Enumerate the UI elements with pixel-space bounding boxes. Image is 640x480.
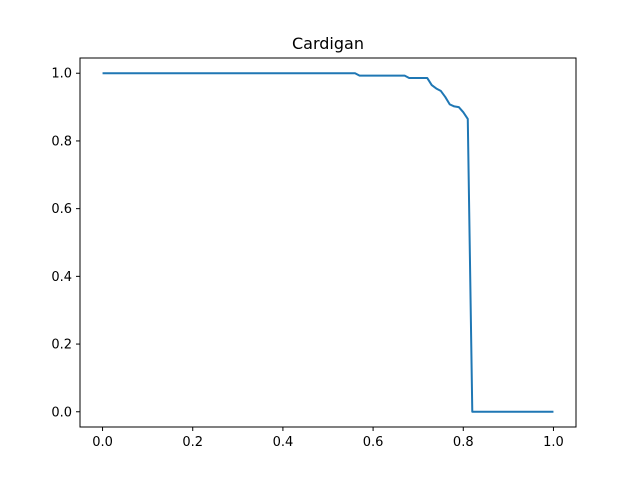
axes-frame — [79, 57, 577, 428]
y-tick-label: 0.2 — [51, 338, 72, 353]
series-line-0 — [102, 72, 554, 413]
y-axis: 0.0 0.2 0.4 0.6 0.8 1.0 — [51, 67, 80, 420]
y-tick-label: 0.0 — [51, 405, 72, 420]
x-tick-label: 0.4 — [273, 435, 294, 450]
x-tick-label: 0.6 — [363, 435, 384, 450]
y-tick-label: 1.0 — [51, 67, 72, 82]
y-tick-label: 0.6 — [51, 202, 72, 217]
x-tick-label: 0.0 — [92, 435, 113, 450]
plot-area — [102, 72, 554, 413]
x-tick-label: 1.0 — [543, 435, 564, 450]
x-tick-label: 0.2 — [182, 435, 203, 450]
x-tick-label: 0.8 — [453, 435, 474, 450]
y-tick-label: 0.8 — [51, 134, 72, 149]
x-axis: 0.0 0.2 0.4 0.6 0.8 1.0 — [92, 427, 564, 450]
chart-title: Cardigan — [292, 34, 364, 53]
y-tick-label: 0.4 — [51, 270, 72, 285]
